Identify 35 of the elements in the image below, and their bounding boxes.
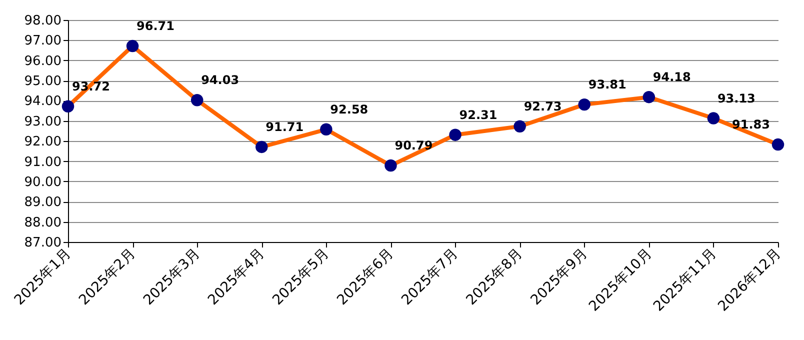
data-label: 93.81 bbox=[588, 78, 626, 92]
y-tick-label: 94.00 bbox=[24, 94, 62, 110]
point bbox=[320, 123, 332, 136]
data-label: 91.71 bbox=[266, 120, 304, 134]
point bbox=[190, 94, 204, 106]
y-tick-label: 98.00 bbox=[24, 14, 62, 28]
point bbox=[707, 112, 720, 124]
y-tick-label: 88.00 bbox=[24, 215, 62, 230]
point bbox=[126, 40, 139, 52]
y-tick-label: 92.00 bbox=[24, 134, 62, 150]
y-tick-label: 89.00 bbox=[24, 195, 62, 210]
y-tick-label: 87.00 bbox=[24, 236, 62, 250]
data-label: 91.83 bbox=[732, 118, 770, 132]
y-tick-label: 93.00 bbox=[24, 114, 62, 130]
data-label: 92.58 bbox=[330, 102, 368, 116]
point bbox=[642, 90, 656, 104]
point bbox=[578, 98, 590, 111]
data-label: 92.31 bbox=[459, 108, 498, 122]
point bbox=[256, 140, 268, 154]
data-label: 96.71 bbox=[136, 19, 175, 34]
point bbox=[449, 128, 462, 141]
data-label: 92.73 bbox=[524, 99, 562, 114]
y-tick-label: 91.00 bbox=[24, 154, 62, 170]
data-label: 94.03 bbox=[201, 73, 240, 88]
point bbox=[62, 100, 74, 112]
y-tick-label: 96.00 bbox=[24, 54, 62, 69]
point bbox=[384, 159, 397, 172]
data-label: 94.18 bbox=[652, 70, 691, 84]
point bbox=[514, 120, 526, 132]
y-tick-label: 90.00 bbox=[24, 174, 62, 190]
y-tick-label: 95.00 bbox=[24, 74, 62, 90]
point bbox=[772, 138, 784, 151]
data-label: 93.13 bbox=[717, 91, 756, 106]
data-label: 90.79 bbox=[394, 138, 433, 153]
y-tick-label: 97.00 bbox=[24, 34, 62, 49]
